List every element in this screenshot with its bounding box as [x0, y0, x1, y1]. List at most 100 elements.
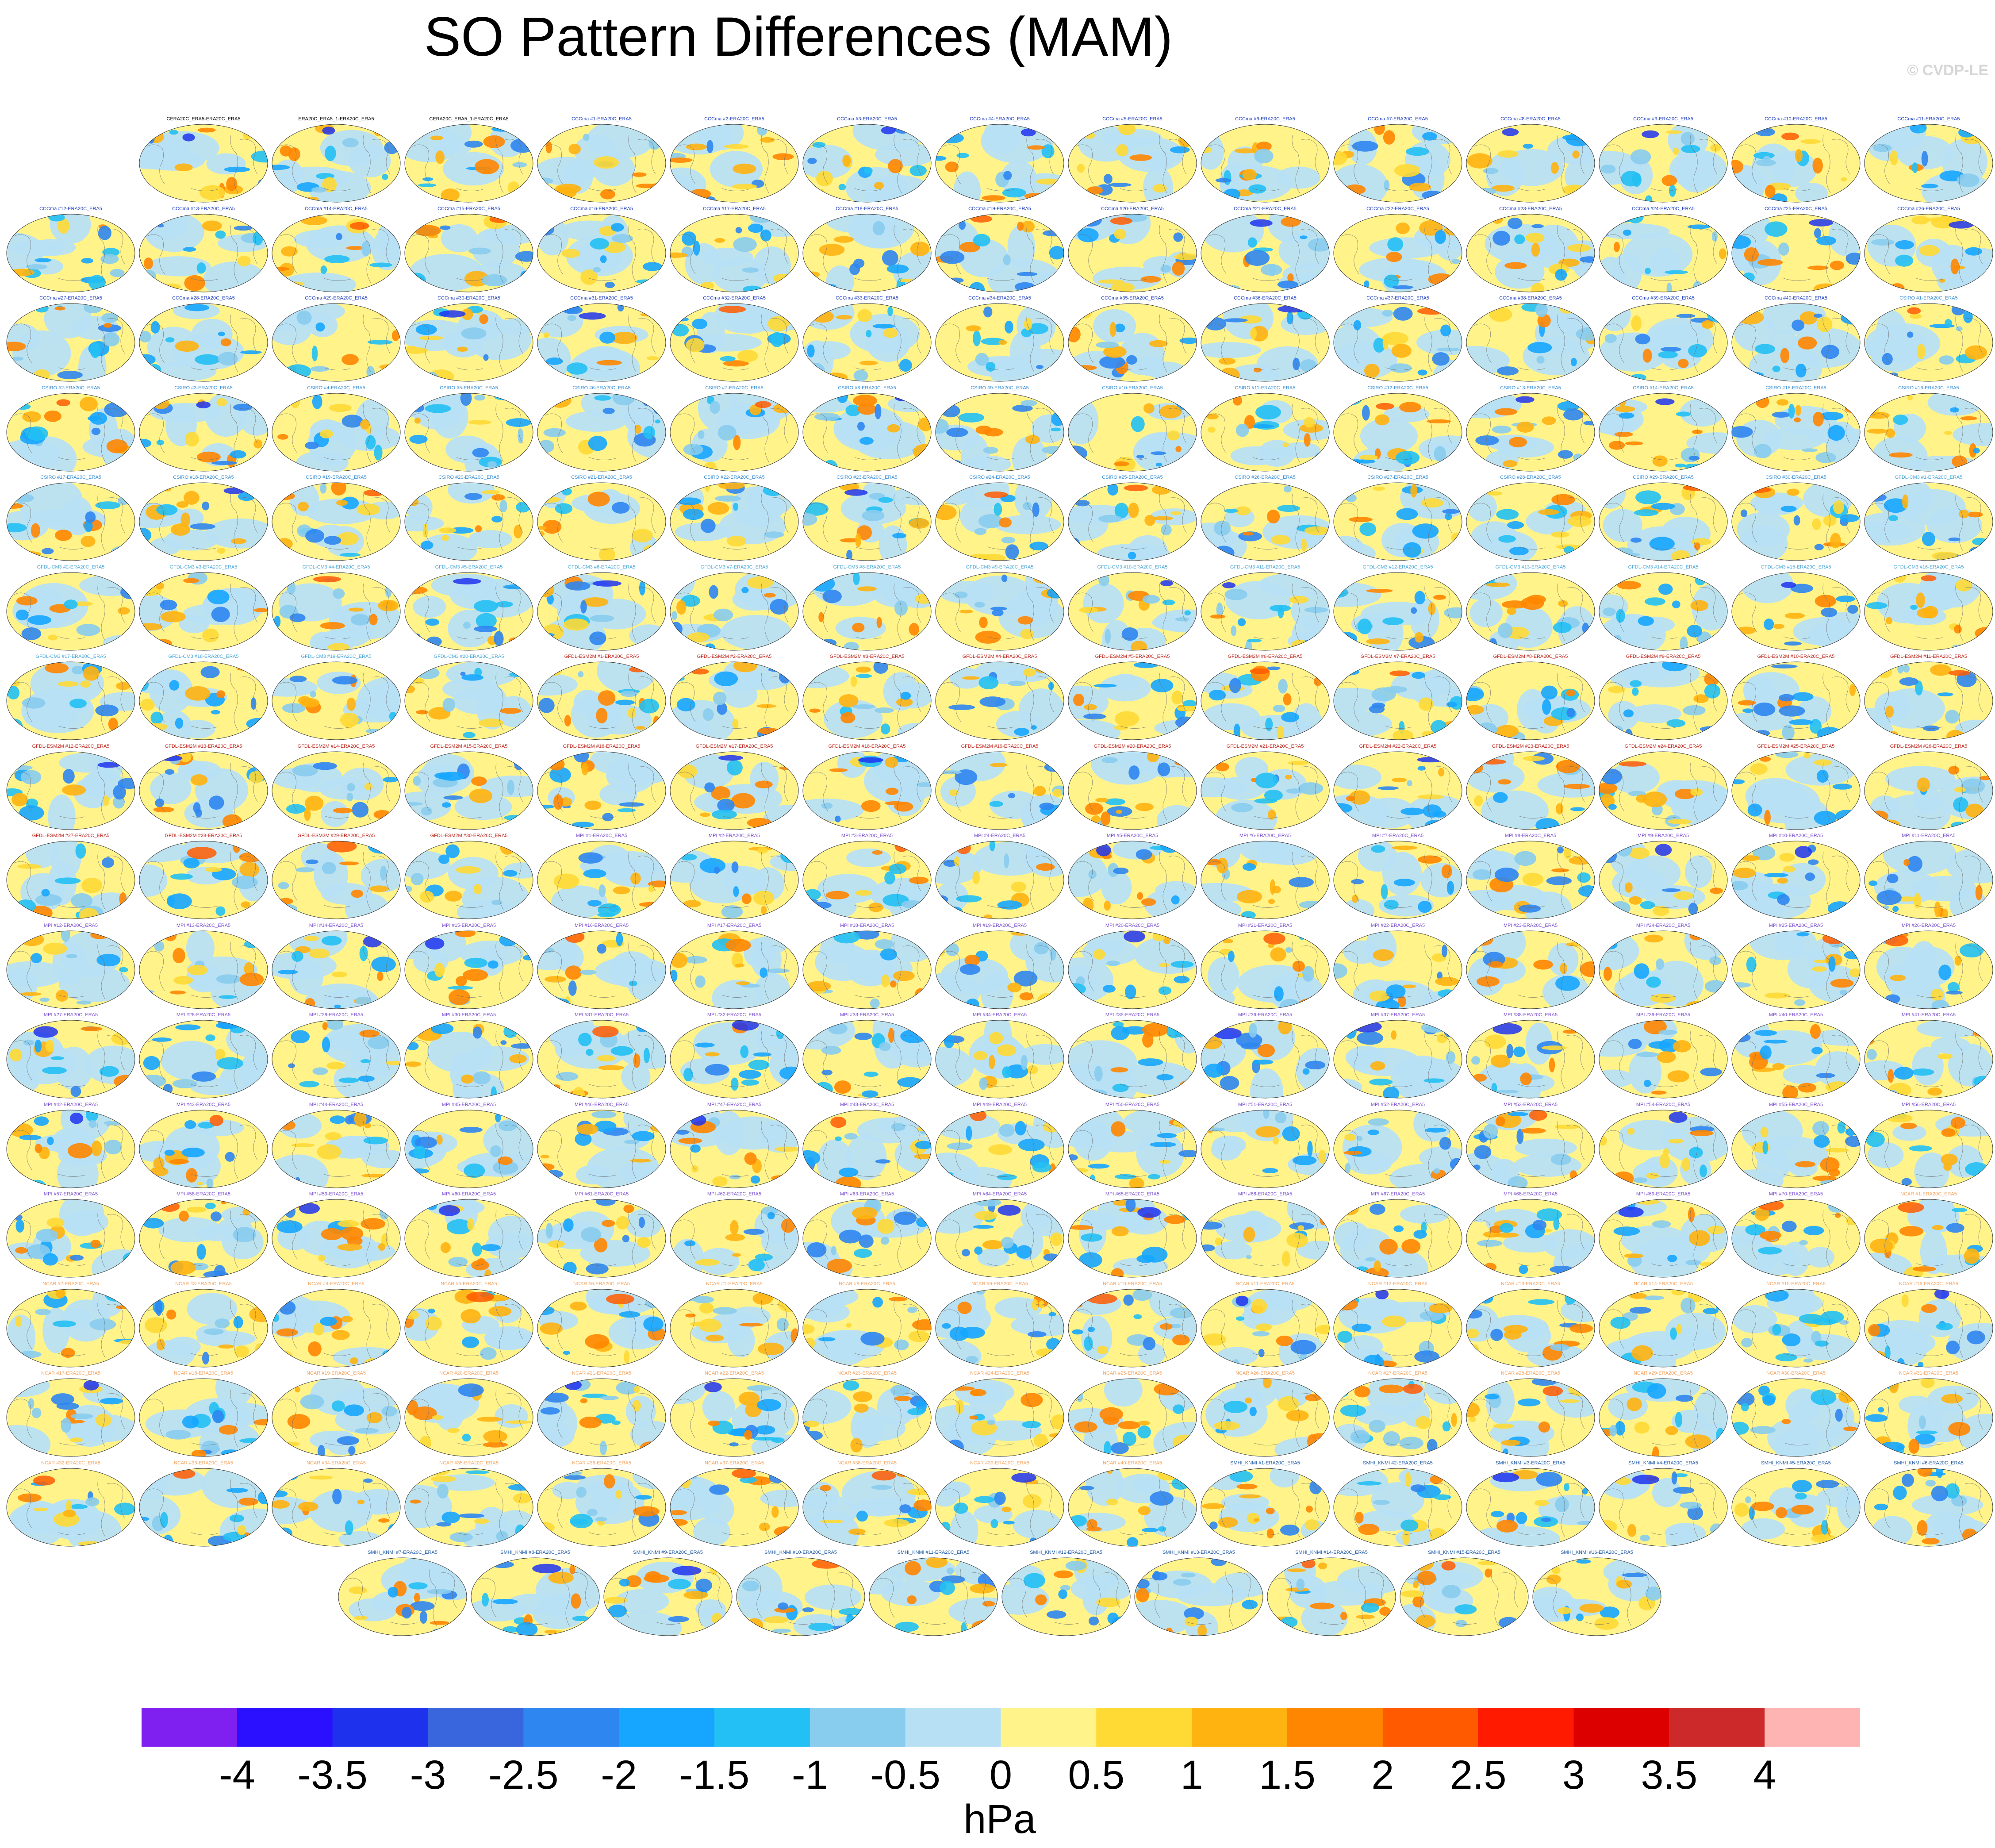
map-panel: NCAR #22-ERA20C_ERA5: [669, 1370, 800, 1459]
panel-label: MPI #25-ERA20C_ERA5: [1769, 922, 1823, 928]
map-panel: MPI #20-ERA20C_ERA5: [1067, 922, 1198, 1011]
panel-label: CSIRO #28-ERA20C_ERA5: [1500, 475, 1561, 480]
panel-label: CCCma #9-ERA20C_ERA5: [1633, 116, 1693, 122]
colorbar-segment: [1382, 1708, 1479, 1747]
map-panel: MPI #55-ERA20C_ERA5: [1730, 1102, 1861, 1190]
panel-label: CSIRO #15-ERA20C_ERA5: [1765, 385, 1826, 391]
anomaly-map: [802, 930, 932, 1009]
map-panel: NCAR #12-ERA20C_ERA5: [1332, 1281, 1463, 1369]
map-panel: GFDL-ESM2M #18-ERA20C_ERA5: [802, 743, 932, 832]
panel-label: CCCma #40-ERA20C_ERA5: [1765, 296, 1827, 301]
anomaly-map: [1731, 1199, 1861, 1278]
anomaly-map: [1731, 1020, 1861, 1099]
map-panel: NCAR #9-ERA20C_ERA5: [934, 1281, 1065, 1369]
map-panel: MPI #28-ERA20C_ERA5: [138, 1012, 269, 1100]
map-panel: GFDL-CM3 #8-ERA20C_ERA5: [802, 564, 932, 653]
anomaly-map: [537, 214, 666, 292]
map-panel: MPI #16-ERA20C_ERA5: [536, 922, 667, 1011]
panel-label: MPI #11-ERA20C_ERA5: [1902, 833, 1956, 838]
panel-label: MPI #43-ERA20C_ERA5: [176, 1102, 231, 1107]
map-panel: CSIRO #27-ERA20C_ERA5: [1332, 474, 1463, 563]
map-panel: GFDL-CM3 #19-ERA20C_ERA5: [271, 653, 402, 742]
panel-label: MPI #21-ERA20C_ERA5: [1238, 922, 1293, 928]
anomaly-map: [1201, 214, 1330, 292]
panel-label: MPI #49-ERA20C_ERA5: [972, 1102, 1027, 1107]
map-panel: MPI #36-ERA20C_ERA5: [1200, 1012, 1331, 1100]
map-panel: CCCma #35-ERA20C_ERA5: [1067, 295, 1198, 384]
anomaly-map: [1599, 1199, 1728, 1278]
map-panel: MPI #63-ERA20C_ERA5: [802, 1191, 932, 1279]
map-panel: GFDL-ESM2M #5-ERA20C_ERA5: [1067, 653, 1198, 742]
anomaly-map: [404, 661, 533, 740]
map-panel: MPI #13-ERA20C_ERA5: [138, 922, 269, 1011]
anomaly-map: [802, 751, 932, 830]
anomaly-map: [1201, 393, 1330, 471]
page-title: SO Pattern Differences (MAM): [424, 6, 1173, 68]
panel-label: MPI #67-ERA20C_ERA5: [1370, 1191, 1425, 1197]
panel-label: CERA20C_ERA5-ERA20C_ERA5: [166, 116, 241, 122]
panel-label: MPI #3-ERA20C_ERA5: [841, 833, 893, 838]
panel-label: NCAR #14-ERA20C_ERA5: [1634, 1281, 1693, 1287]
anomaly-map: [1068, 661, 1197, 740]
map-panel: CSIRO #9-ERA20C_ERA5: [934, 385, 1065, 473]
map-panel: MPI #15-ERA20C_ERA5: [403, 922, 534, 1011]
anomaly-map: [404, 751, 533, 830]
panel-label: CCCma #38-ERA20C_ERA5: [1499, 296, 1562, 301]
panel-label: CCCma #33-ERA20C_ERA5: [836, 296, 898, 301]
map-panel: CCCma #27-ERA20C_ERA5: [5, 295, 136, 384]
map-panel: MPI #18-ERA20C_ERA5: [802, 922, 932, 1011]
panel-label: CSIRO #4-ERA20C_ERA5: [307, 385, 365, 391]
anomaly-map: [139, 124, 268, 203]
anomaly-map: [1333, 303, 1462, 382]
panel-label: NCAR #33-ERA20C_ERA5: [174, 1460, 233, 1466]
panel-label: GFDL-ESM2M #3-ERA20C_ERA5: [829, 654, 905, 659]
map-panel: CSIRO #2-ERA20C_ERA5: [5, 385, 136, 473]
map-panel: MPI #59-ERA20C_ERA5: [271, 1191, 402, 1279]
anomaly-map: [802, 661, 932, 740]
anomaly-map: [1731, 661, 1861, 740]
map-panel: CSIRO #30-ERA20C_ERA5: [1730, 474, 1861, 563]
anomaly-map: [537, 572, 666, 650]
anomaly-map: [1466, 124, 1595, 203]
panel-label: CCCma #30-ERA20C_ERA5: [437, 296, 500, 301]
map-panel: CSIRO #10-ERA20C_ERA5: [1067, 385, 1198, 473]
map-panel: SMHI_KNMI #6-ERA20C_ERA5: [1863, 1460, 1994, 1548]
anomaly-map: [1466, 1378, 1595, 1457]
map-panel: MPI #44-ERA20C_ERA5: [271, 1102, 402, 1190]
panel-label: GFDL-ESM2M #17-ERA20C_ERA5: [695, 743, 773, 749]
panel-label: CCCma #1-ERA20C_ERA5: [572, 116, 632, 122]
map-panel: NCAR #3-ERA20C_ERA5: [138, 1281, 269, 1369]
panel-label: CSIRO #3-ERA20C_ERA5: [174, 385, 233, 391]
panel-label: GFDL-ESM2M #11-ERA20C_ERA5: [1890, 654, 1968, 659]
anomaly-map: [1599, 1289, 1728, 1367]
panel-label: NCAR #5-ERA20C_ERA5: [441, 1281, 497, 1287]
anomaly-map: [6, 1199, 135, 1278]
anomaly-map: [1201, 751, 1330, 830]
panel-label: GFDL-CM3 #3-ERA20C_ERA5: [169, 564, 238, 570]
panel-label: CSIRO #18-ERA20C_ERA5: [173, 475, 234, 480]
panel-label: MPI #34-ERA20C_ERA5: [972, 1012, 1027, 1018]
panel-label: NCAR #27-ERA20C_ERA5: [1368, 1371, 1427, 1376]
anomaly-map: [404, 1378, 533, 1457]
anomaly-map: [1068, 1110, 1197, 1188]
panel-label: GFDL-CM3 #14-ERA20C_ERA5: [1628, 564, 1699, 570]
map-panel: CCCma #10-ERA20C_ERA5: [1730, 116, 1861, 204]
map-panel: NCAR #6-ERA20C_ERA5: [536, 1281, 667, 1369]
map-panel: SMHI_KNMI #15-ERA20C_ERA5: [1399, 1549, 1530, 1638]
panel-label: CSIRO #2-ERA20C_ERA5: [42, 385, 100, 391]
map-panel: CCCma #11-ERA20C_ERA5: [1863, 116, 1994, 204]
panel-label: MPI #2-ERA20C_ERA5: [708, 833, 760, 838]
map-panel: GFDL-ESM2M #20-ERA20C_ERA5: [1067, 743, 1198, 832]
anomaly-map: [6, 303, 135, 382]
panel-label: CSIRO #10-ERA20C_ERA5: [1102, 385, 1163, 391]
anomaly-map: [802, 1468, 932, 1546]
anomaly-map: [1731, 482, 1861, 561]
colorbar: [142, 1708, 1860, 1747]
panel-label: GFDL-ESM2M #15-ERA20C_ERA5: [430, 743, 508, 749]
map-panel: MPI #60-ERA20C_ERA5: [403, 1191, 534, 1279]
anomaly-map: [1068, 841, 1197, 919]
anomaly-map: [1333, 1199, 1462, 1278]
map-panel: CSIRO #25-ERA20C_ERA5: [1067, 474, 1198, 563]
anomaly-map: [1731, 1378, 1861, 1457]
map-panel: GFDL-CM3 #10-ERA20C_ERA5: [1067, 564, 1198, 653]
